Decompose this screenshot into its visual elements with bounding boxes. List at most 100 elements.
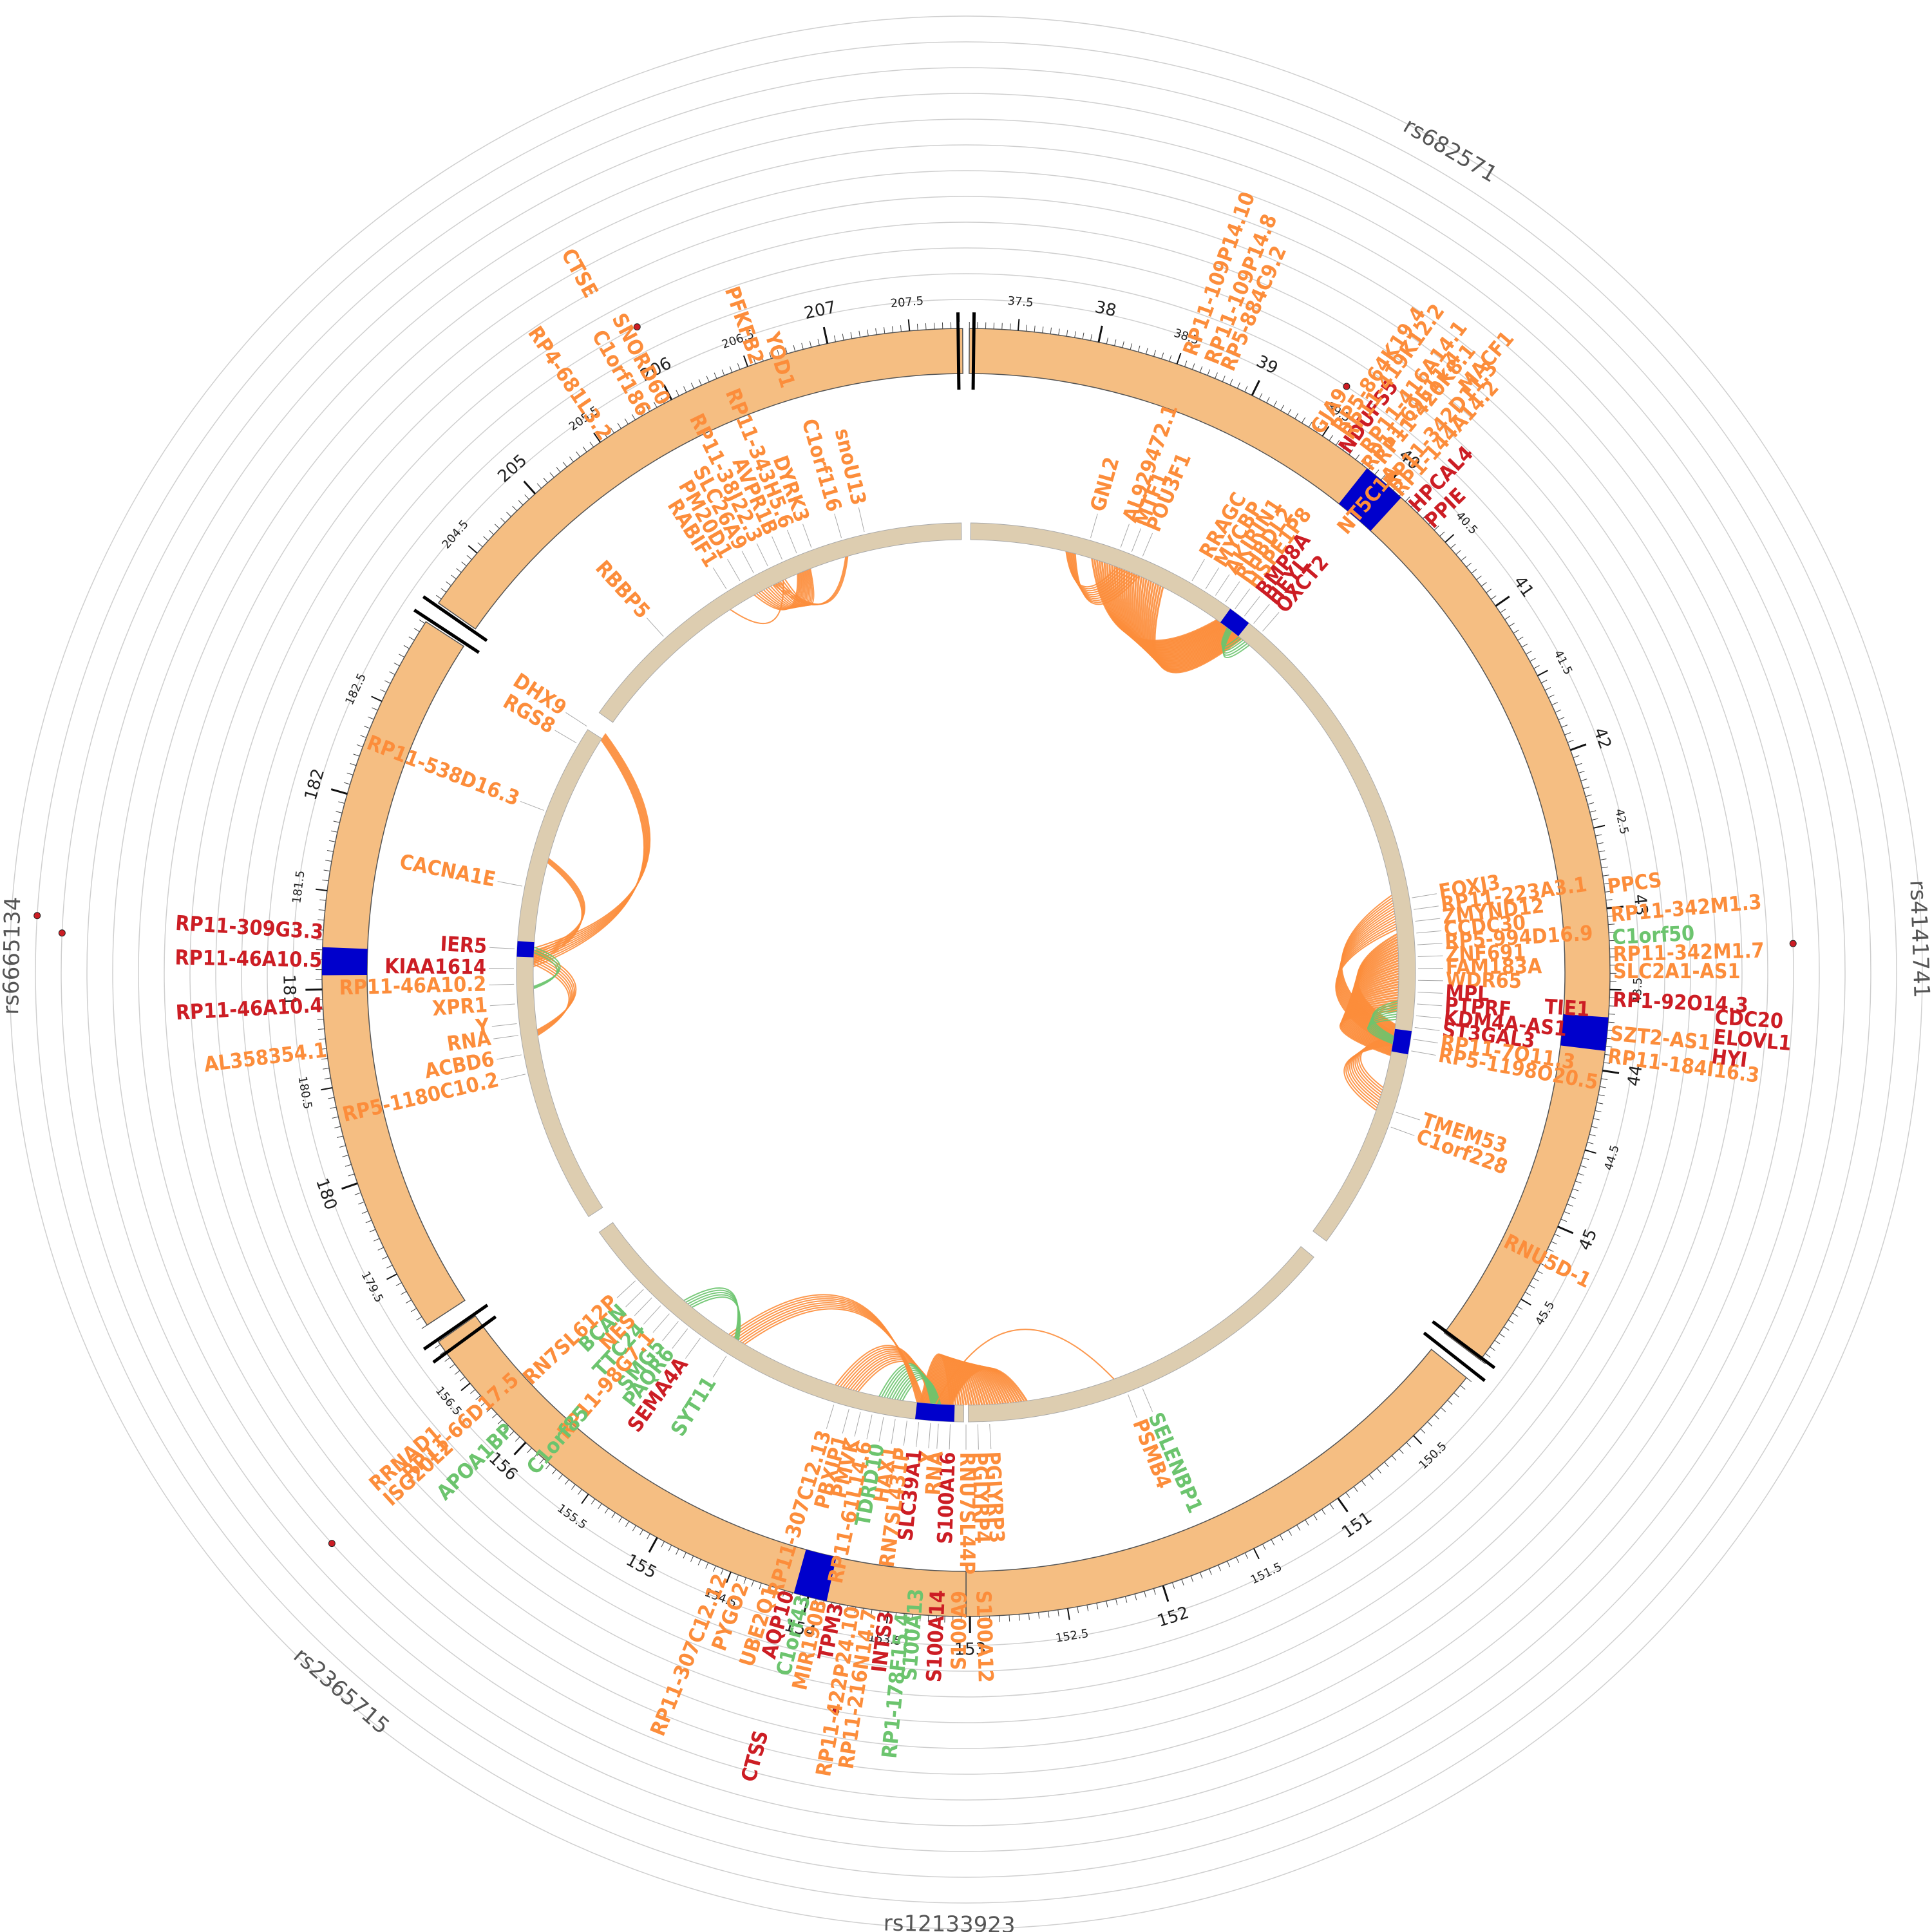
gene-label: MPL [1445, 980, 1490, 1007]
minor-tick [1609, 1005, 1616, 1007]
minor-tick [1513, 629, 1519, 634]
snp-dot [1343, 383, 1350, 390]
minor-tick [1122, 341, 1124, 348]
gene-leader [866, 1414, 873, 1439]
minor-tick [1115, 1598, 1118, 1605]
minor-tick [368, 716, 374, 720]
major-tick [1569, 743, 1587, 752]
minor-tick [735, 1575, 739, 1581]
minor-tick [549, 472, 554, 478]
minor-tick [777, 350, 780, 357]
minor-tick [1399, 1448, 1404, 1454]
major-tick [743, 355, 748, 367]
gene-label: WDR65 [1446, 967, 1522, 993]
grid-ring [215, 222, 1717, 1723]
minor-tick [1209, 1568, 1212, 1575]
minor-tick [1583, 786, 1590, 790]
minor-tick [556, 467, 561, 473]
minor-tick [713, 1566, 716, 1572]
minor-tick [1034, 325, 1036, 332]
gene-leader [712, 1356, 727, 1378]
minor-tick [1587, 1142, 1594, 1144]
segment-break [1423, 1331, 1486, 1382]
link-curve [691, 1296, 741, 1341]
minor-tick [1271, 1539, 1275, 1546]
gene-leader [497, 1054, 522, 1060]
minor-tick [1090, 334, 1092, 341]
minor-tick [413, 628, 420, 632]
minor-tick [1427, 1421, 1432, 1426]
minor-tick [1114, 339, 1117, 346]
minor-tick [1130, 343, 1133, 350]
minor-tick [323, 869, 330, 872]
gene-leader [1417, 1003, 1443, 1007]
gene-leader [1205, 567, 1220, 589]
link-curve [687, 1292, 740, 1340]
gene-leader [1128, 1394, 1138, 1418]
minor-tick [1258, 393, 1263, 399]
minor-tick [483, 536, 489, 541]
link-curve [533, 950, 577, 1031]
minor-tick [1490, 595, 1497, 600]
gene-label: RNU7SL44P [955, 1452, 980, 1575]
minor-tick [1381, 475, 1386, 480]
gene-leader [826, 1405, 835, 1429]
major-tick [513, 1441, 527, 1455]
minor-tick [389, 671, 395, 676]
minor-tick [1086, 1605, 1089, 1612]
gene-leader [652, 1313, 670, 1333]
minor-tick [801, 343, 804, 350]
chromosome-segment-track [321, 312, 1611, 1617]
tick-label: 181.5 [290, 869, 307, 904]
minor-tick [406, 1299, 412, 1303]
major-tick [803, 1596, 810, 1614]
minor-tick [364, 725, 370, 729]
gene-label: RP11-342M1.7 [1613, 938, 1765, 967]
minor-tick [793, 345, 796, 352]
gene-leader [891, 1419, 896, 1444]
tick-label: 207 [802, 298, 838, 323]
gene-leader [672, 1328, 688, 1349]
minor-tick [562, 462, 567, 468]
minor-tick [1589, 1133, 1596, 1137]
minor-tick [1596, 842, 1604, 844]
minor-tick [444, 1357, 450, 1362]
minor-tick [1207, 369, 1211, 376]
minor-tick [316, 1009, 323, 1010]
minor-tick [1598, 850, 1605, 853]
minor-tick [661, 397, 665, 404]
gene-label: AL358354.1 [203, 1037, 328, 1077]
minor-tick [1607, 1030, 1614, 1032]
minor-tick [576, 451, 581, 457]
gene-label: PTPRF [1444, 992, 1512, 1021]
minor-tick [336, 1135, 343, 1139]
minor-tick [358, 1201, 365, 1205]
minor-tick [759, 1583, 762, 1589]
minor-tick [850, 332, 853, 339]
gene-leader [989, 1424, 992, 1450]
inner-focus-region [914, 1402, 955, 1422]
minor-tick [1554, 1233, 1561, 1237]
gene-labels: GNL2AL929472.1MTF1POU3F1RRAGCMYCBPAKIRIN… [175, 189, 1792, 1785]
major-tick [1520, 1298, 1531, 1306]
minor-tick [1229, 379, 1233, 386]
grid-ring [86, 93, 1846, 1852]
gene-label: CTSE [556, 244, 603, 301]
minor-tick [1600, 858, 1607, 860]
minor-tick [1499, 1333, 1505, 1338]
minor-tick [346, 772, 354, 775]
minor-tick [1564, 1211, 1570, 1215]
major-tick [316, 888, 328, 892]
minor-tick [356, 744, 363, 748]
link-curve [730, 580, 784, 625]
minor-tick [1572, 1188, 1579, 1191]
minor-tick [416, 1316, 422, 1321]
minor-tick [668, 1545, 672, 1551]
minor-tick [798, 1595, 801, 1602]
inner-focus-region [1220, 609, 1249, 636]
gene-leader [489, 983, 515, 985]
link-curve [533, 733, 651, 949]
gene-label: KIAA1614 [384, 954, 486, 979]
minor-tick [1548, 694, 1555, 698]
